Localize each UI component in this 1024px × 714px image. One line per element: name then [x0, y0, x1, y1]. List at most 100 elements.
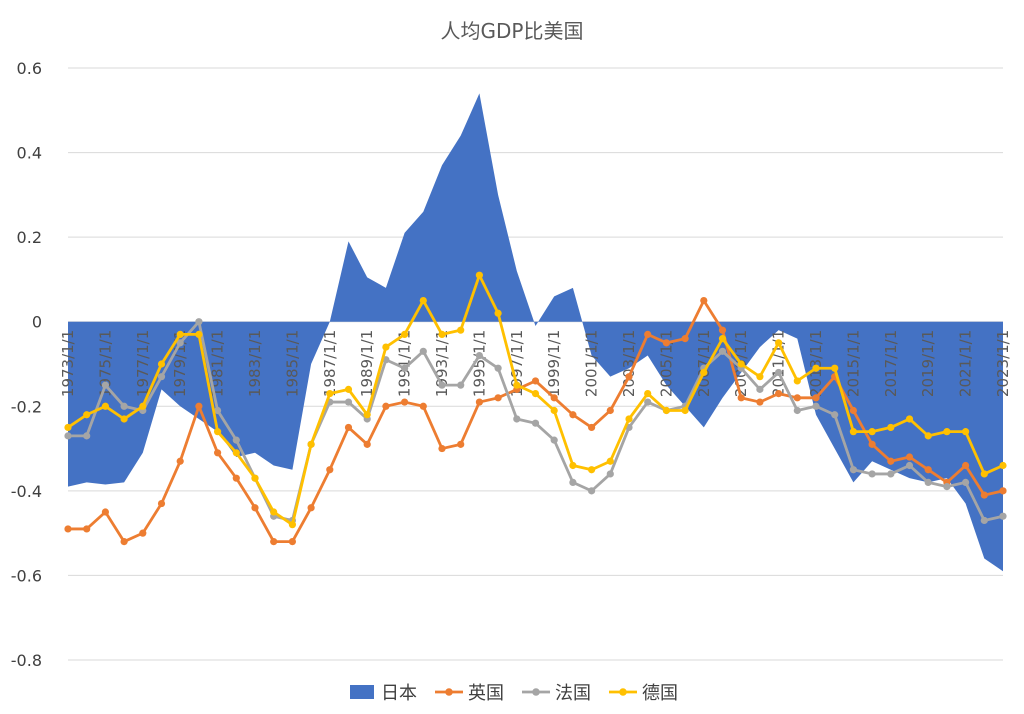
x-tick-label: 2005/1/1	[657, 330, 675, 397]
data-point	[288, 521, 296, 529]
data-point	[307, 504, 315, 512]
data-point	[83, 432, 91, 440]
x-tick-label: 1979/1/1	[171, 330, 189, 397]
data-point	[382, 343, 390, 351]
data-point	[644, 390, 652, 398]
data-point	[531, 419, 540, 427]
data-point	[288, 538, 296, 546]
legend-label: 英国	[468, 683, 504, 704]
data-point	[924, 432, 932, 440]
data-point	[326, 466, 334, 474]
data-point	[812, 402, 820, 410]
data-point	[812, 364, 820, 372]
data-point	[606, 470, 614, 478]
data-point	[606, 457, 614, 465]
data-point	[83, 525, 91, 533]
legend-label: 日本	[381, 683, 417, 704]
data-point	[831, 411, 839, 419]
x-tick-label: 2001/1/1	[583, 330, 601, 397]
data-point	[756, 373, 764, 381]
data-point	[644, 398, 652, 406]
data-point	[419, 296, 427, 305]
x-tick-label: 1983/1/1	[246, 330, 264, 397]
legend-item: 德国	[609, 683, 678, 704]
data-point	[307, 440, 315, 448]
data-point	[962, 478, 970, 486]
data-point	[401, 398, 409, 406]
x-tick-label: 2017/1/1	[882, 330, 900, 397]
x-tick-label: 2021/1/1	[957, 330, 975, 397]
data-point	[419, 347, 427, 355]
data-point	[494, 309, 502, 317]
x-tick-label: 1977/1/1	[134, 330, 152, 397]
y-tick-label: -0.2	[11, 397, 42, 416]
data-point	[232, 449, 240, 457]
data-point	[868, 428, 876, 436]
data-point	[419, 402, 427, 410]
y-tick-labels: 0.6 0.4 0.2 0 -0.2 -0.4 -0.6 -0.8	[11, 59, 42, 670]
data-point	[64, 525, 72, 533]
data-point	[494, 394, 502, 402]
data-point	[625, 415, 633, 423]
data-point	[905, 453, 914, 461]
x-tick-label: 2015/1/1	[844, 330, 862, 397]
data-point	[513, 381, 521, 389]
legend: 日本 英国 法国 德国	[350, 683, 678, 704]
data-point	[326, 390, 334, 398]
y-tick-label: 0.6	[17, 59, 42, 78]
x-tick-label: 1985/1/1	[283, 330, 301, 397]
x-tick-label: 1989/1/1	[358, 330, 376, 397]
x-tick-label: 1993/1/1	[433, 330, 451, 397]
line-series-layer	[64, 271, 1007, 546]
line-series-3	[64, 271, 1007, 529]
data-point	[531, 390, 540, 398]
legend-swatch-marker	[532, 688, 540, 696]
data-point	[849, 466, 858, 474]
data-point	[363, 440, 371, 448]
data-point	[606, 406, 614, 415]
data-point	[401, 330, 409, 338]
data-point	[457, 381, 465, 389]
data-point	[775, 368, 783, 377]
data-point	[251, 474, 259, 482]
data-point	[756, 385, 764, 393]
x-tick-label: 1975/1/1	[96, 330, 114, 397]
data-point	[831, 364, 839, 372]
data-point	[157, 373, 166, 381]
data-point	[999, 461, 1007, 470]
data-point	[251, 504, 259, 512]
data-point	[214, 406, 222, 415]
data-point	[550, 406, 558, 415]
data-point	[195, 402, 203, 410]
data-point	[83, 411, 91, 419]
data-point	[793, 394, 801, 402]
data-point	[962, 461, 970, 470]
x-tick-label: 1973/1/1	[59, 330, 77, 397]
data-point	[513, 415, 521, 423]
data-point	[120, 402, 128, 410]
y-tick-label: 0.2	[17, 228, 42, 247]
data-point	[438, 330, 446, 338]
data-point	[214, 449, 222, 457]
data-point	[662, 339, 671, 347]
data-point	[662, 406, 671, 415]
data-point	[457, 326, 465, 334]
data-point	[999, 487, 1007, 495]
data-point	[120, 538, 128, 546]
data-point	[644, 330, 652, 338]
x-tick-label: 1999/1/1	[545, 330, 563, 397]
data-point	[905, 415, 914, 423]
data-point	[550, 436, 558, 444]
data-point	[176, 457, 184, 465]
legend-swatch	[350, 685, 374, 699]
data-point	[700, 368, 708, 377]
data-point	[588, 487, 596, 495]
data-point	[120, 415, 128, 423]
data-point	[868, 470, 876, 478]
y-tick-label: 0	[32, 313, 42, 332]
data-point	[438, 381, 446, 389]
legend-item: 日本	[350, 683, 417, 704]
data-point	[438, 444, 446, 453]
data-point	[700, 296, 708, 305]
